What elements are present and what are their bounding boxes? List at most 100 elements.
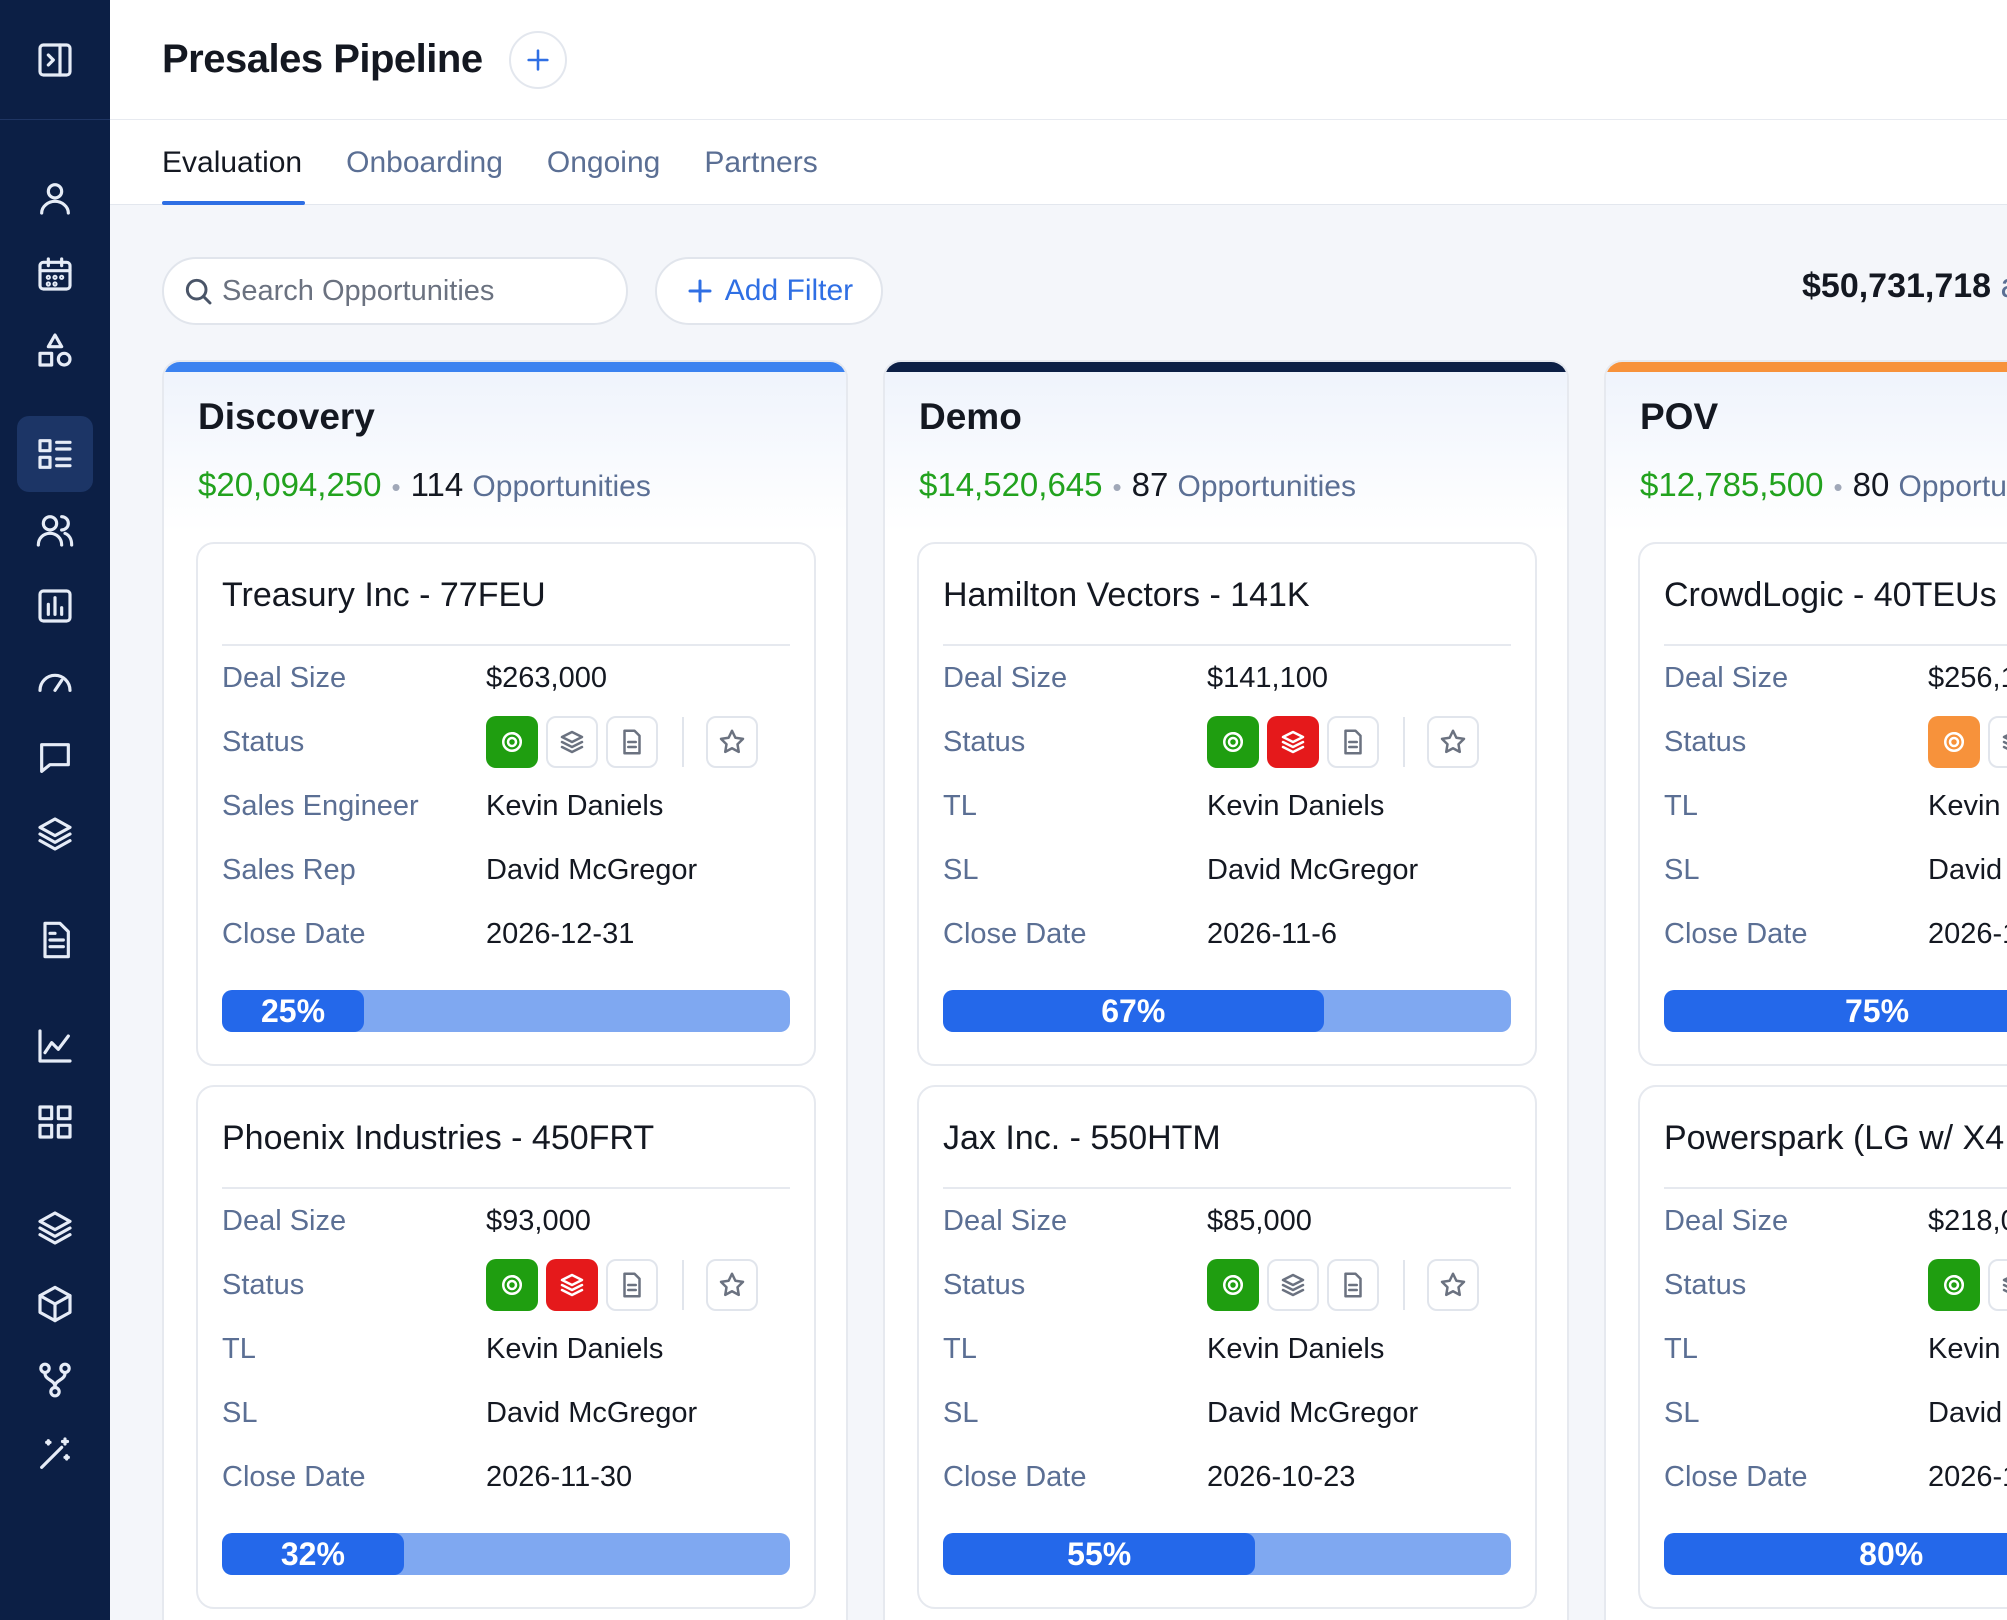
card-field-row: SL David McGregor — [1664, 838, 2007, 902]
opportunity-title[interactable]: Hamilton Vectors - 141K — [943, 544, 1511, 646]
users-icon[interactable] — [17, 492, 93, 568]
opportunity-title[interactable]: Jax Inc. - 550HTM — [943, 1087, 1511, 1189]
document-status-icon[interactable] — [1327, 1259, 1379, 1311]
opportunity-card[interactable]: CrowdLogic - 40TEUs Deal Size $256,100 Stat… — [1638, 542, 2007, 1066]
pipeline-list-icon[interactable] — [17, 416, 93, 492]
field-label: Status — [943, 725, 1026, 758]
star-icon[interactable] — [706, 716, 758, 768]
field-label: Close Date — [222, 1460, 366, 1493]
card-field-row: Status — [222, 710, 790, 774]
ring-status-icon[interactable] — [1207, 1259, 1259, 1311]
progress-label: 80% — [1859, 1536, 1924, 1572]
layers-status-icon[interactable] — [1988, 716, 2007, 768]
opportunity-card[interactable]: Jax Inc. - 550HTM Deal Size $85,000 Status T… — [917, 1085, 1537, 1609]
card-field-row: Sales Rep David McGregor — [222, 838, 790, 902]
user-icon[interactable] — [17, 160, 93, 236]
ring-status-icon[interactable] — [486, 716, 538, 768]
progress-fill — [222, 990, 364, 1032]
field-value: David McGregor — [1928, 853, 2007, 886]
status-icons — [1207, 1259, 1487, 1311]
bar-chart-icon[interactable] — [17, 568, 93, 644]
pipeline-column-pov: POV $12,785,500 • 80 Opportunities CrowdLogi… — [1604, 360, 2007, 1620]
column-count-label: Opportunities — [1177, 470, 1356, 503]
column-header: Demo $14,520,645 • 87 Opportunities — [885, 362, 1567, 532]
field-label: Close Date — [943, 1460, 1087, 1493]
document-status-icon[interactable] — [606, 716, 658, 768]
layers-status-icon[interactable] — [1988, 1259, 2007, 1311]
layers-icon[interactable] — [17, 796, 93, 872]
card-field-row: Close Date 2026-10-23 — [943, 1445, 1511, 1509]
card-field-row: Deal Size $141,100 — [943, 646, 1511, 710]
field-label: Sales Engineer — [222, 789, 419, 822]
calendar-icon[interactable] — [17, 236, 93, 312]
tab-partners[interactable]: Partners — [704, 145, 818, 179]
opportunity-title[interactable]: Treasury Inc - 77FEU — [222, 544, 790, 646]
gauge-icon[interactable] — [17, 644, 93, 720]
opportunity-card[interactable]: Hamilton Vectors - 141K Deal Size $141,100… — [917, 542, 1537, 1066]
field-value: 2026-10-30 — [1928, 1460, 2007, 1493]
add-pipeline-button[interactable] — [508, 30, 567, 89]
field-label: SL — [1664, 853, 1700, 886]
field-label: SL — [222, 1396, 258, 1429]
grid-icon[interactable] — [17, 1084, 93, 1160]
tab-evaluation[interactable]: Evaluation — [162, 120, 306, 205]
progress-bar: 75% — [1664, 990, 2007, 1032]
field-label: TL — [1664, 1332, 1698, 1365]
field-value: Kevin Daniels — [1928, 789, 2007, 822]
card-field-row: SL David McGregor — [943, 1381, 1511, 1445]
line-chart-icon[interactable] — [17, 1008, 93, 1084]
field-value: David McGregor — [486, 853, 698, 886]
card-field-row: SL David McGregor — [1664, 1381, 2007, 1445]
card-field-row: Status — [1664, 1253, 2007, 1317]
document-status-icon[interactable] — [606, 1259, 658, 1311]
star-icon[interactable] — [1427, 716, 1479, 768]
add-filter-button[interactable]: Add Filter — [655, 257, 883, 325]
field-value: 2026-10-23 — [1207, 1460, 1356, 1493]
opportunity-title[interactable]: Phoenix Industries - 450FRT — [222, 1087, 790, 1189]
stack-icon[interactable] — [17, 1190, 93, 1266]
card-field-row: Close Date 2026-12-15 — [1664, 902, 2007, 966]
opportunity-card[interactable]: Phoenix Industries - 450FRT Deal Size $93,… — [196, 1085, 816, 1609]
opportunity-title[interactable]: Powerspark (LG w/ X4 — [1664, 1087, 2007, 1189]
ring-status-icon[interactable] — [1928, 1259, 1980, 1311]
field-label: Deal Size — [943, 661, 1068, 694]
field-label: Deal Size — [222, 1204, 347, 1237]
tab-ongoing[interactable]: Ongoing — [546, 145, 661, 179]
plus-icon — [688, 279, 712, 303]
status-icons — [1928, 1259, 2007, 1311]
layers-status-icon[interactable] — [546, 1259, 598, 1311]
tab-onboarding[interactable]: Onboarding — [346, 145, 503, 179]
progress-bar: 32% — [222, 1533, 790, 1575]
field-value: $85,000 — [1207, 1204, 1312, 1237]
opportunity-title[interactable]: CrowdLogic - 40TEUs — [1664, 544, 2007, 646]
message-icon[interactable] — [17, 720, 93, 796]
search-input[interactable] — [222, 274, 602, 308]
sidebar-toggle-icon[interactable] — [17, 22, 93, 98]
document-status-icon[interactable] — [1327, 716, 1379, 768]
opportunity-card[interactable]: Treasury Inc - 77FEU Deal Size $263,000 Sta… — [196, 542, 816, 1066]
layers-status-icon[interactable] — [546, 716, 598, 768]
star-icon[interactable] — [706, 1259, 758, 1311]
column-header: Discovery $20,094,250 • 114 Opportunities — [164, 362, 846, 532]
magic-wand-icon[interactable] — [17, 1416, 93, 1492]
field-value: Kevin Daniels — [486, 1332, 664, 1365]
field-label: SL — [943, 1396, 979, 1429]
workflow-icon[interactable] — [17, 1342, 93, 1418]
progress-fill — [943, 1533, 1256, 1575]
field-value: $218,000 — [1928, 1204, 2007, 1237]
layers-status-icon[interactable] — [1267, 1259, 1319, 1311]
plus-icon — [526, 48, 549, 71]
field-value: $256,100 — [1928, 661, 2007, 694]
ring-status-icon[interactable] — [486, 1259, 538, 1311]
opportunity-card[interactable]: Powerspark (LG w/ X4 Deal Size $218,000 Sta… — [1638, 1085, 2007, 1609]
progress-label: 32% — [280, 1536, 345, 1572]
cube-icon[interactable] — [17, 1266, 93, 1342]
layers-status-icon[interactable] — [1267, 716, 1319, 768]
document-icon[interactable] — [17, 902, 93, 978]
ring-status-icon[interactable] — [1207, 716, 1259, 768]
shapes-icon[interactable] — [17, 312, 93, 388]
ring-status-icon[interactable] — [1928, 716, 1980, 768]
star-icon[interactable] — [1427, 1259, 1479, 1311]
status-icons — [1207, 716, 1487, 768]
status-divider — [682, 717, 684, 767]
